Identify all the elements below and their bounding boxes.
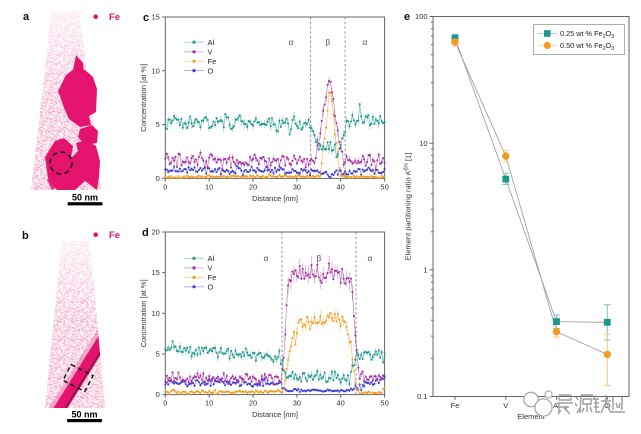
svg-text:O: O [208,66,214,75]
svg-text:10: 10 [205,182,213,191]
svg-text:Fe: Fe [109,12,120,23]
svg-text:Distance [nm]: Distance [nm] [252,410,298,419]
svg-text:15: 15 [151,268,159,277]
svg-text:V: V [208,264,213,273]
svg-text:10: 10 [151,66,159,75]
svg-text:0.50 wt % Fe2O3: 0.50 wt % Fe2O3 [560,41,614,52]
svg-text:30: 30 [293,182,301,191]
svg-text:10: 10 [151,309,159,318]
svg-text:0.1: 0.1 [417,392,427,401]
svg-text:O: O [208,283,214,292]
svg-text:20: 20 [249,399,257,408]
svg-text:10: 10 [419,139,427,148]
svg-text:0: 0 [163,399,167,408]
svg-text:α: α [289,37,294,47]
svg-text:Element: Element [517,412,545,421]
svg-text:0.25 wt % Fe2O3: 0.25 wt % Fe2O3 [560,29,614,40]
svg-text:5: 5 [156,120,160,129]
svg-text:50 nm: 50 nm [72,192,98,202]
svg-text:40: 40 [337,399,345,408]
svg-text:50: 50 [380,182,388,191]
svg-text:Fe: Fe [109,230,120,241]
svg-text:α: α [362,37,367,47]
svg-text:a: a [23,11,30,23]
svg-text:Fe: Fe [451,401,460,410]
svg-text:Distance [nm]: Distance [nm] [252,194,298,203]
svg-text:c: c [143,12,149,24]
svg-text:Al: Al [208,254,215,263]
svg-text:Concentration [at %]: Concentration [at %] [139,64,148,132]
svg-text:b: b [22,230,29,242]
svg-text:Fe: Fe [208,57,217,66]
svg-text:β: β [325,37,330,47]
svg-text:Fe: Fe [208,273,217,282]
svg-text:5: 5 [156,350,160,359]
svg-text:V: V [208,48,213,57]
svg-text:α: α [368,253,373,263]
svg-text:10: 10 [205,399,213,408]
svg-text:100: 100 [415,12,428,21]
svg-text:50: 50 [380,399,388,408]
svg-text:20: 20 [249,182,257,191]
svg-text:d: d [142,227,149,239]
svg-text:V: V [503,401,508,410]
svg-text:α: α [264,253,269,263]
svg-text:20: 20 [151,228,159,237]
svg-text:Concentration [at %]: Concentration [at %] [139,279,148,347]
svg-text:0: 0 [156,390,160,399]
svg-text:Al: Al [553,401,560,410]
svg-text:15: 15 [151,13,159,22]
svg-text:e: e [404,11,410,23]
svg-text:0: 0 [156,174,160,183]
svg-text:0: 0 [163,182,167,191]
svg-text:Al: Al [208,38,215,47]
svg-text:30: 30 [293,399,301,408]
svg-text:40: 40 [337,182,345,191]
svg-text:1: 1 [423,266,427,275]
svg-text:β: β [317,253,322,263]
svg-text:50 nm: 50 nm [71,409,97,419]
svg-text:Element partitioning ratio Kβ/: Element partitioning ratio Kβ/α [1] [404,153,413,261]
